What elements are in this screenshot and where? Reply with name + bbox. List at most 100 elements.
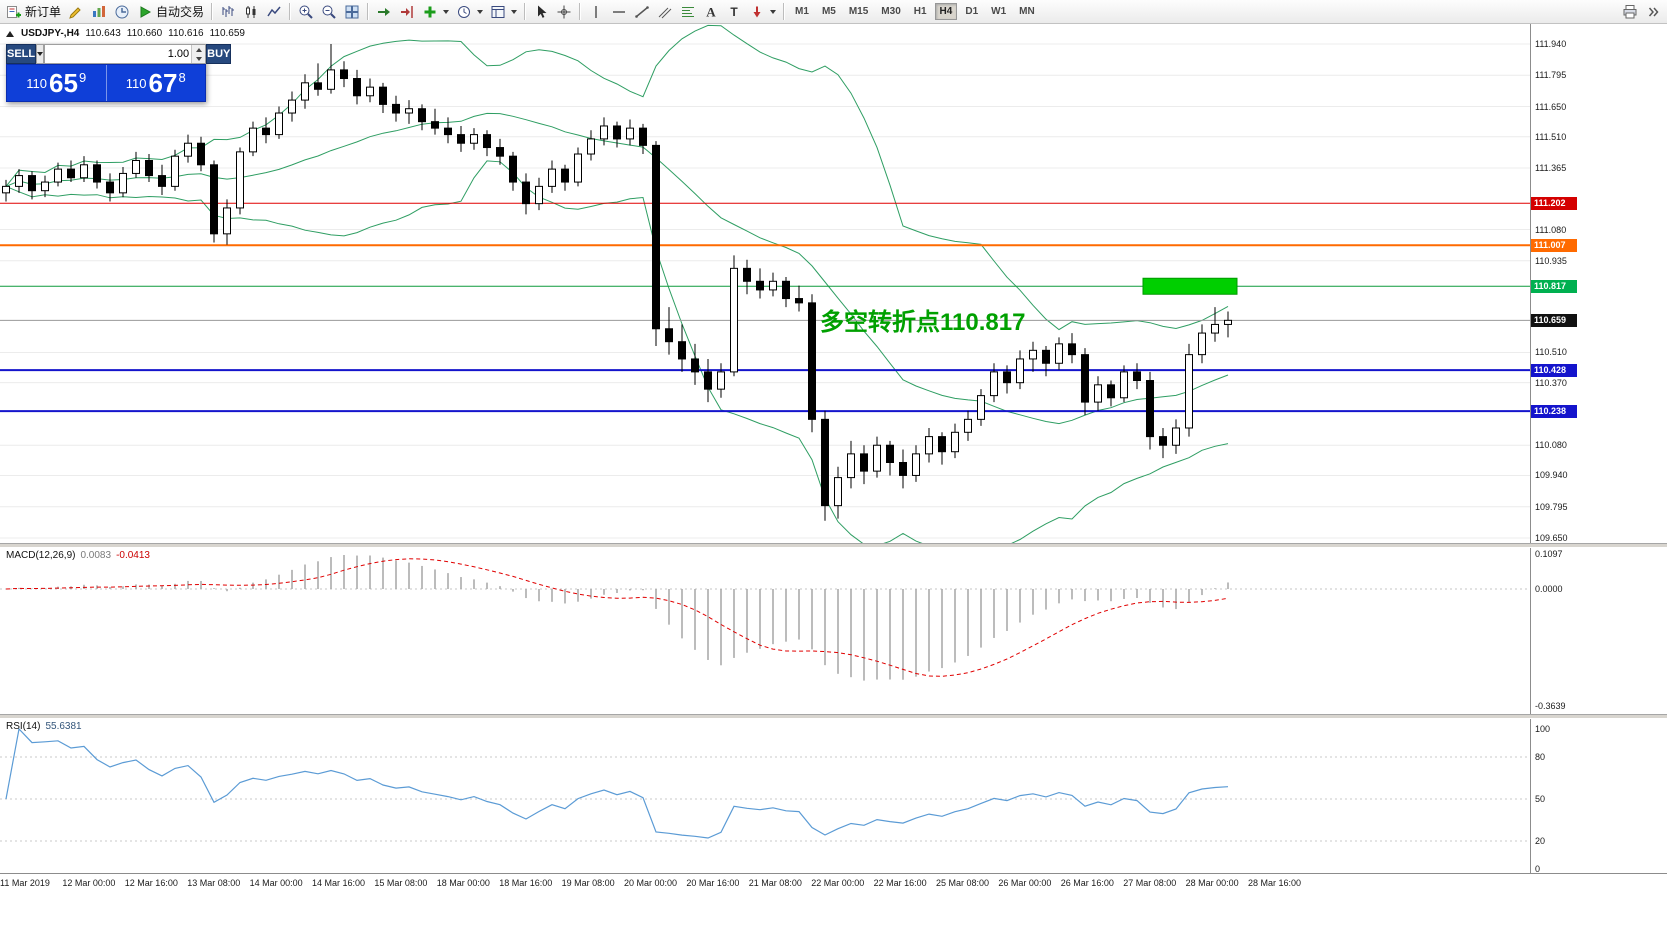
time-axis-label: 25 Mar 08:00 xyxy=(936,878,990,888)
print-button[interactable] xyxy=(1619,0,1641,24)
candle-body xyxy=(184,142,192,157)
time-axis-label: 28 Mar 00:00 xyxy=(1185,878,1239,888)
fibonacci-button[interactable] xyxy=(677,0,699,24)
candle-body xyxy=(548,168,556,187)
time-axis[interactable]: 11 Mar 2019 12 Mar 00:00 12 Mar 16:00 13 Ma… xyxy=(0,873,1667,894)
volume-input[interactable] xyxy=(45,45,192,63)
chart-bars-button[interactable] xyxy=(217,0,239,24)
auto-scroll-button[interactable] xyxy=(373,0,395,24)
chart-line-button[interactable] xyxy=(263,0,285,24)
timeframe-m1-button[interactable]: M1 xyxy=(795,6,809,17)
candle-body xyxy=(756,280,764,291)
horizontal-lines[interactable] xyxy=(0,202,1530,413)
candle-body xyxy=(782,280,790,300)
rsi-axis-label: 100 xyxy=(1535,724,1551,734)
zoom-in-button[interactable] xyxy=(295,0,317,24)
toolbar-separator xyxy=(783,3,786,20)
candle-body xyxy=(847,453,855,479)
market-watch-button[interactable] xyxy=(88,0,110,24)
rsi-line xyxy=(5,727,1229,839)
sell-price[interactable]: 110 65 9 xyxy=(7,65,107,101)
timeframe-d1-button[interactable]: D1 xyxy=(965,6,979,17)
new-order-button[interactable]: 新订单 xyxy=(3,0,64,24)
macd-axis-label: -0.3639 xyxy=(1535,701,1566,711)
sell-button[interactable]: SELL xyxy=(6,44,37,64)
buy-price[interactable]: 110 67 8 xyxy=(107,65,206,101)
panel-separator[interactable] xyxy=(0,543,1667,548)
time-axis-label: 12 Mar 16:00 xyxy=(124,878,178,888)
candle-body xyxy=(1198,332,1206,356)
periods-button[interactable] xyxy=(453,0,486,24)
candle-body xyxy=(314,82,322,90)
candle-body xyxy=(236,151,244,209)
tile-windows-button[interactable] xyxy=(341,0,363,24)
price-badge: 110.238 xyxy=(1531,404,1577,418)
timeframe-h4-button[interactable]: H4 xyxy=(934,3,958,20)
arrow-tools-button[interactable] xyxy=(746,0,779,24)
candle-body xyxy=(964,418,972,433)
macd-signal-value: -0.0413 xyxy=(116,550,150,561)
candle-body xyxy=(808,302,816,420)
candle-body xyxy=(535,185,543,205)
text-label-button[interactable]: T xyxy=(723,0,745,24)
annotation-text[interactable]: 多空转折点110.817 xyxy=(820,309,1026,336)
candle-body xyxy=(275,112,283,136)
time-axis-label: 14 Mar 00:00 xyxy=(249,878,303,888)
buy-price-whole: 110 xyxy=(125,75,147,91)
candle-body xyxy=(938,436,946,453)
trade-options-dropdown[interactable] xyxy=(36,44,45,64)
chart-candles-button[interactable] xyxy=(240,0,262,24)
panel-separator[interactable] xyxy=(0,714,1667,719)
candle-body xyxy=(444,127,452,136)
timeframe-mn-button[interactable]: MN xyxy=(1019,6,1035,17)
indicators-button[interactable] xyxy=(419,0,452,24)
sell-price-whole: 110 xyxy=(26,75,48,91)
price-badge: 111.007 xyxy=(1531,238,1577,252)
volume-down-button[interactable] xyxy=(192,54,206,63)
volume-up-button[interactable] xyxy=(192,45,206,54)
rsi-panel[interactable]: RSI(14) 55.6381 100 80 50 20 0 xyxy=(0,719,1667,874)
trendline-button[interactable] xyxy=(631,0,653,24)
cursor-button[interactable] xyxy=(530,0,552,24)
macd-panel[interactable]: MACD(12,26,9) 0.0083 -0.0413 0.1097 0.000… xyxy=(0,548,1667,714)
time-axis-label: 19 Mar 08:00 xyxy=(561,878,615,888)
candle-body xyxy=(899,461,907,476)
candle-body xyxy=(132,159,140,174)
text-button[interactable]: A xyxy=(700,0,722,24)
crosshair-button[interactable] xyxy=(553,0,575,24)
vertical-line-button[interactable] xyxy=(585,0,607,24)
candle-body xyxy=(340,69,348,80)
channel-button[interactable] xyxy=(654,0,676,24)
price-axis[interactable]: 111.940 111.795 111.650 111.510 111.365 111.0… xyxy=(1530,24,1667,543)
rsi-axis[interactable]: 100 80 50 20 0 xyxy=(1530,719,1667,874)
candle-body xyxy=(366,86,374,97)
metaeditor-button[interactable] xyxy=(65,0,87,24)
zoom-out-button[interactable] xyxy=(318,0,340,24)
candle-body xyxy=(353,78,361,97)
strategy-tester-button[interactable] xyxy=(111,0,133,24)
timeframe-w1-button[interactable]: W1 xyxy=(991,6,1007,17)
autotrading-button[interactable]: 自动交易 xyxy=(134,0,207,24)
templates-button[interactable] xyxy=(487,0,520,24)
timeframe-m15-button[interactable]: M15 xyxy=(848,6,869,17)
candle-body xyxy=(860,453,868,472)
overflow-button[interactable] xyxy=(1642,0,1664,24)
chevron-up-icon xyxy=(195,47,202,52)
buy-button[interactable]: BUY xyxy=(206,44,232,64)
green-zone-rect[interactable] xyxy=(1142,277,1238,295)
macd-signal-line xyxy=(5,558,1229,677)
zoom-in-icon xyxy=(298,4,314,20)
volume-stepper xyxy=(191,45,206,63)
main-chart-panel[interactable]: USDJPY-,H4 110.643 110.660 110.616 110.6… xyxy=(0,24,1667,543)
macd-axis[interactable]: 0.1097 0.0000 -0.3639 xyxy=(1530,548,1667,714)
candle-body xyxy=(483,134,491,149)
timeframe-m5-button[interactable]: M5 xyxy=(821,6,836,17)
one-click-toggle-icon[interactable] xyxy=(6,30,14,37)
candle-body xyxy=(145,159,153,177)
price-chart[interactable] xyxy=(0,24,1530,543)
timeframe-h1-button[interactable]: H1 xyxy=(913,6,927,17)
horizontal-line-button[interactable] xyxy=(608,0,630,24)
chart-shift-button[interactable] xyxy=(396,0,418,24)
candle-body xyxy=(652,144,660,330)
timeframe-m30-button[interactable]: M30 xyxy=(881,6,901,17)
